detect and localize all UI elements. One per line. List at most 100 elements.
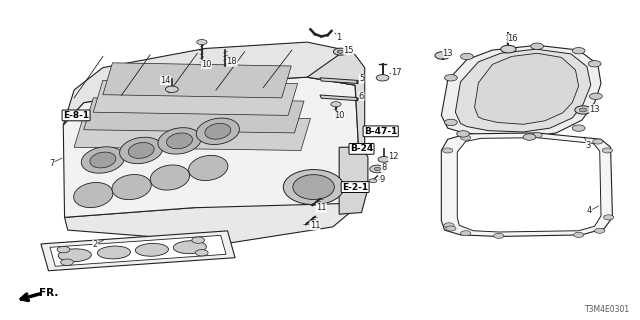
- Circle shape: [57, 246, 70, 253]
- Circle shape: [572, 48, 585, 54]
- Text: 11: 11: [316, 203, 326, 212]
- PathPatch shape: [50, 235, 226, 266]
- Circle shape: [166, 86, 178, 92]
- Text: 9: 9: [380, 175, 385, 184]
- Circle shape: [531, 43, 543, 50]
- Circle shape: [446, 226, 456, 231]
- Text: 7: 7: [49, 159, 54, 168]
- Text: 13: 13: [589, 105, 600, 114]
- Ellipse shape: [112, 174, 151, 200]
- Text: 14: 14: [160, 76, 171, 85]
- Circle shape: [602, 148, 612, 153]
- Ellipse shape: [58, 249, 92, 262]
- PathPatch shape: [84, 98, 304, 133]
- Circle shape: [588, 60, 601, 67]
- PathPatch shape: [474, 53, 579, 124]
- PathPatch shape: [456, 49, 591, 132]
- Ellipse shape: [284, 170, 344, 204]
- Circle shape: [493, 233, 504, 238]
- Text: 12: 12: [388, 152, 399, 161]
- Circle shape: [192, 237, 205, 243]
- Circle shape: [333, 48, 348, 55]
- Circle shape: [461, 53, 473, 60]
- Text: E-8-1: E-8-1: [63, 111, 89, 120]
- Circle shape: [461, 135, 470, 140]
- Text: B-24: B-24: [350, 144, 373, 153]
- Circle shape: [435, 52, 451, 59]
- Circle shape: [532, 132, 542, 138]
- Circle shape: [445, 119, 458, 125]
- Text: 13: 13: [442, 49, 453, 58]
- Circle shape: [575, 106, 591, 114]
- Circle shape: [369, 179, 377, 183]
- Text: 8: 8: [381, 164, 387, 172]
- Ellipse shape: [74, 182, 113, 208]
- Circle shape: [443, 148, 453, 153]
- PathPatch shape: [63, 77, 362, 217]
- PathPatch shape: [93, 80, 298, 116]
- Circle shape: [331, 102, 341, 107]
- PathPatch shape: [307, 50, 365, 203]
- Circle shape: [573, 232, 584, 237]
- Ellipse shape: [90, 152, 116, 168]
- Ellipse shape: [205, 124, 231, 139]
- Ellipse shape: [293, 175, 334, 199]
- Circle shape: [195, 250, 208, 256]
- Text: T3M4E0301: T3M4E0301: [584, 305, 630, 314]
- Text: E-2-1: E-2-1: [342, 183, 368, 192]
- Text: 4: 4: [587, 206, 592, 215]
- Text: B-47-1: B-47-1: [364, 127, 397, 136]
- Text: 3: 3: [586, 141, 591, 150]
- Circle shape: [593, 139, 603, 144]
- Ellipse shape: [97, 246, 131, 259]
- Circle shape: [61, 259, 74, 265]
- Circle shape: [523, 134, 536, 140]
- Circle shape: [461, 231, 470, 236]
- PathPatch shape: [65, 192, 362, 243]
- Circle shape: [572, 125, 585, 131]
- Text: FR.: FR.: [39, 288, 58, 298]
- Circle shape: [337, 50, 344, 53]
- Text: 2: 2: [93, 240, 98, 249]
- Ellipse shape: [150, 165, 189, 190]
- Text: 1: 1: [337, 33, 342, 42]
- Circle shape: [445, 75, 458, 81]
- Circle shape: [500, 45, 516, 53]
- Circle shape: [604, 215, 614, 220]
- Ellipse shape: [189, 156, 228, 180]
- PathPatch shape: [320, 95, 358, 101]
- Circle shape: [595, 228, 605, 233]
- Text: 10: 10: [201, 60, 212, 69]
- PathPatch shape: [320, 78, 358, 84]
- Circle shape: [579, 108, 587, 112]
- Ellipse shape: [120, 137, 163, 164]
- PathPatch shape: [41, 231, 235, 271]
- Text: 17: 17: [391, 68, 402, 77]
- Ellipse shape: [136, 244, 168, 256]
- Circle shape: [444, 223, 454, 228]
- Text: 10: 10: [334, 111, 344, 120]
- Circle shape: [374, 167, 381, 171]
- PathPatch shape: [458, 138, 601, 232]
- Circle shape: [370, 165, 385, 173]
- Circle shape: [196, 40, 207, 45]
- Text: 15: 15: [344, 45, 354, 55]
- PathPatch shape: [442, 45, 601, 138]
- Text: 6: 6: [359, 92, 364, 101]
- PathPatch shape: [63, 42, 355, 125]
- Text: 11: 11: [310, 221, 320, 230]
- PathPatch shape: [103, 63, 291, 98]
- Text: 18: 18: [227, 57, 237, 66]
- Ellipse shape: [158, 128, 201, 154]
- Circle shape: [376, 75, 389, 81]
- Circle shape: [589, 93, 602, 100]
- PathPatch shape: [74, 116, 310, 150]
- Ellipse shape: [196, 118, 239, 145]
- PathPatch shape: [442, 133, 612, 236]
- Ellipse shape: [173, 241, 206, 253]
- Ellipse shape: [166, 133, 193, 149]
- Circle shape: [457, 131, 469, 137]
- Ellipse shape: [128, 142, 154, 158]
- Text: 5: 5: [359, 74, 364, 83]
- Ellipse shape: [81, 147, 124, 173]
